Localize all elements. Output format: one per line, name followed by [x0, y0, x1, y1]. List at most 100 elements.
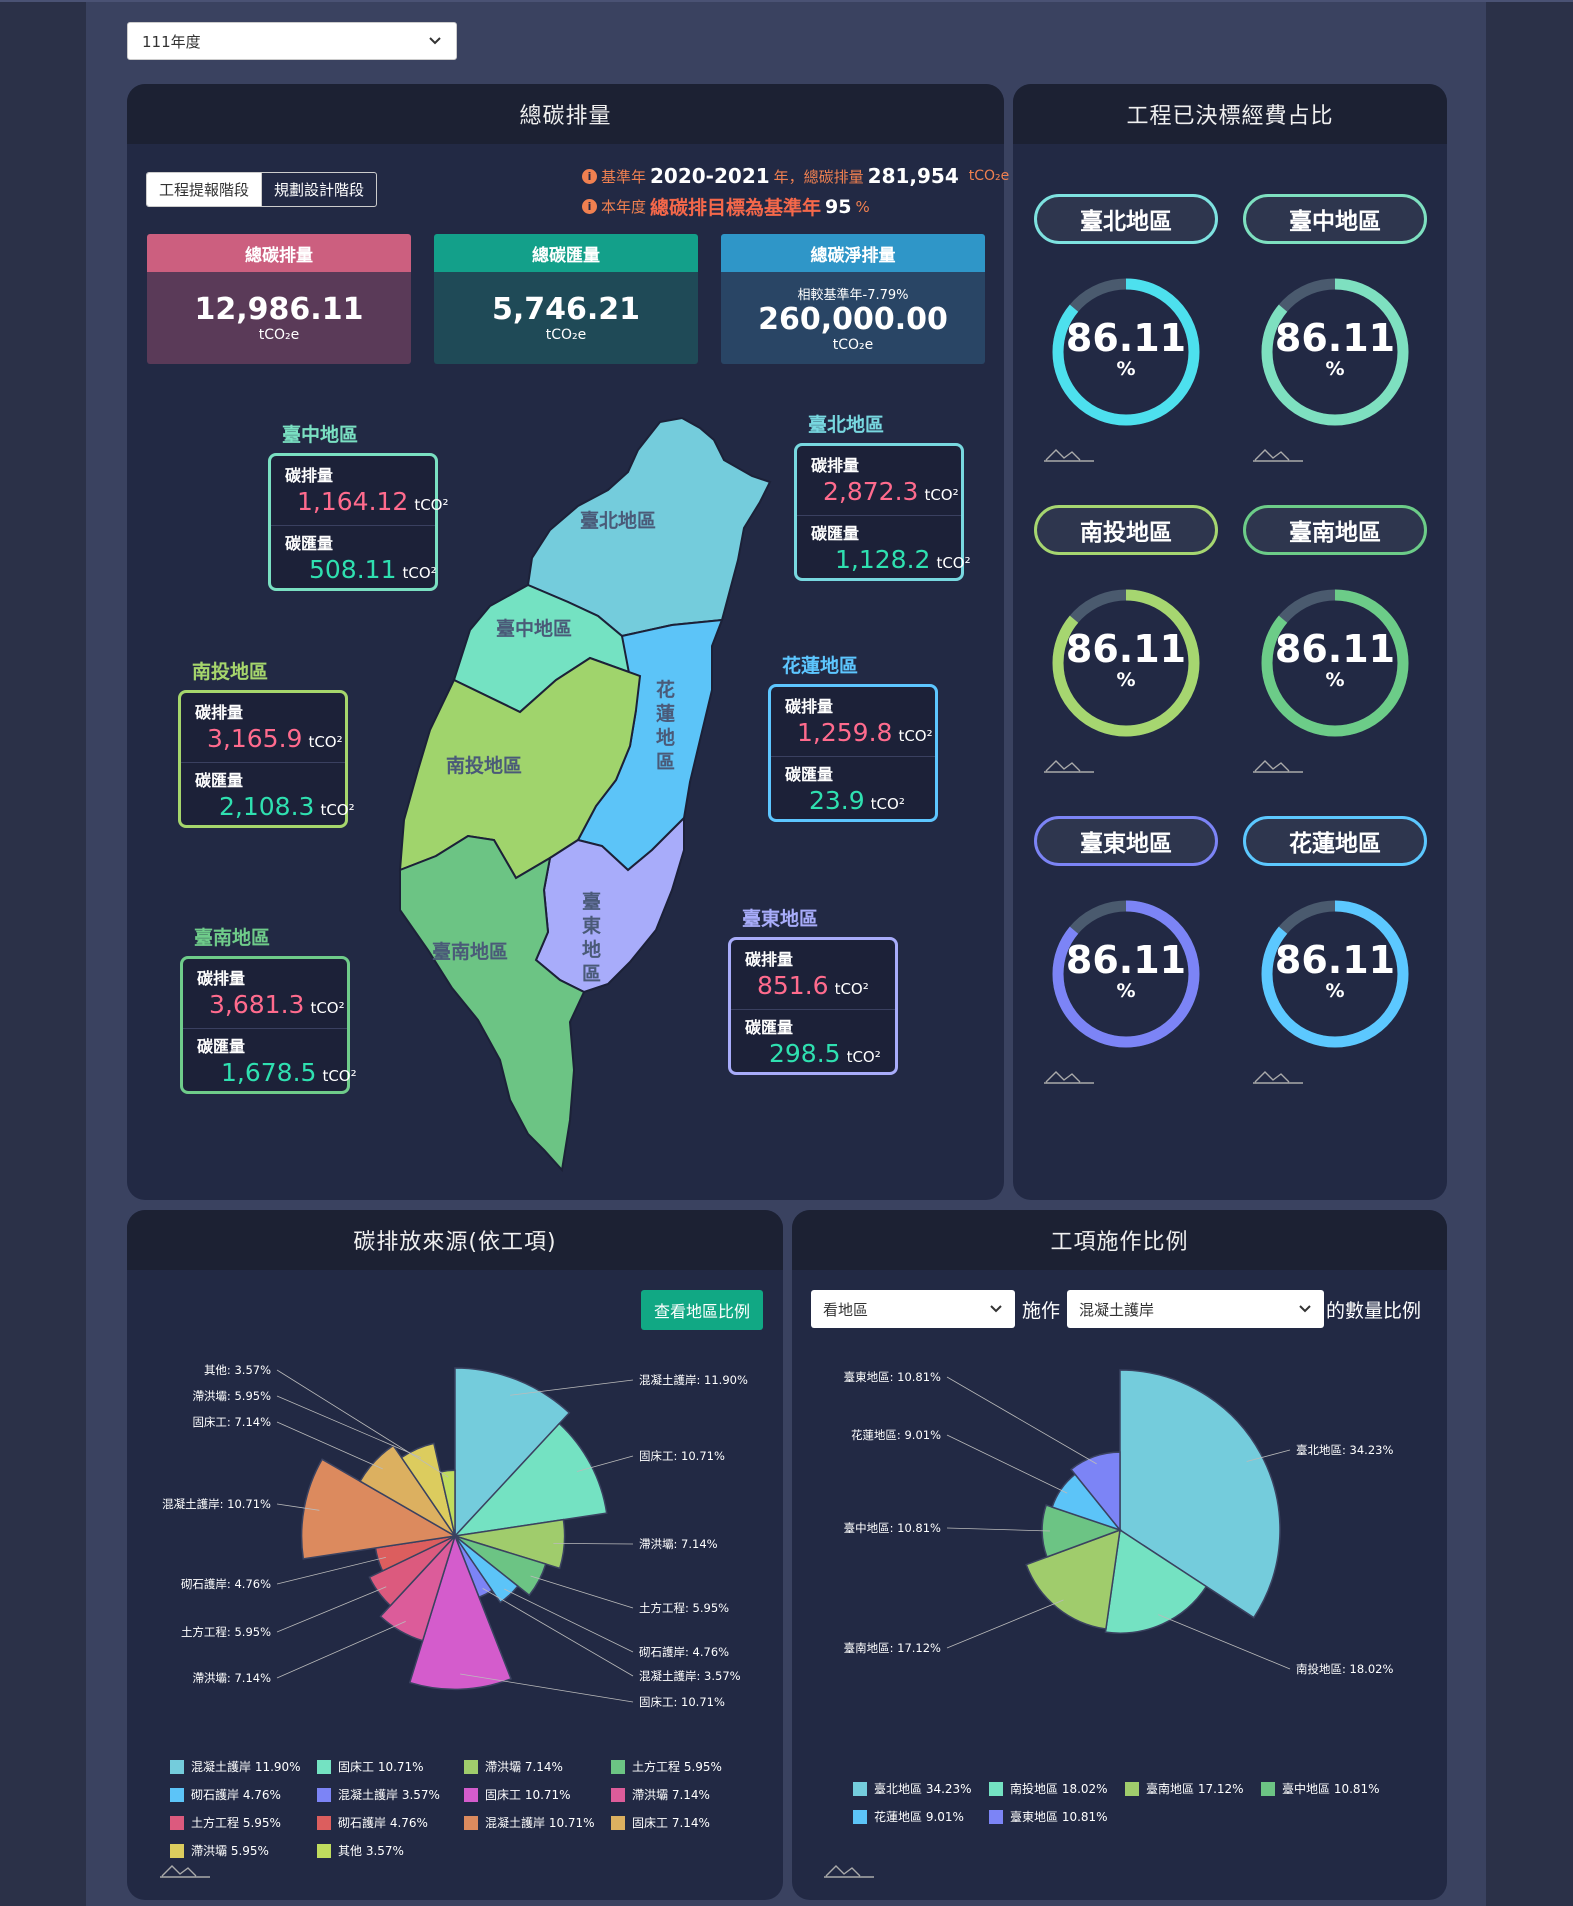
emission-value: 1,259.8 tCO² — [797, 717, 933, 752]
legend-item[interactable]: 臺南地區 17.12% — [1125, 1780, 1244, 1797]
stat-title: 總碳匯量 — [434, 234, 698, 272]
legend-label: 臺中地區 10.81% — [1282, 1782, 1380, 1796]
budget-donut — [1052, 589, 1200, 737]
legend-item[interactable]: 花蓮地區 9.01% — [853, 1808, 964, 1825]
rose-slice[interactable] — [454, 1535, 547, 1597]
label-leader-line — [553, 1542, 634, 1545]
legend-swatch — [317, 1843, 331, 1858]
svg-text:區: 區 — [582, 963, 601, 985]
legend-item[interactable]: 固床工 10.71% — [317, 1758, 424, 1775]
chevron-down-icon — [429, 37, 441, 45]
legend-item[interactable]: 臺東地區 10.81% — [989, 1808, 1108, 1825]
emission-label: 碳排量 — [811, 456, 860, 475]
legend-swatch — [464, 1815, 478, 1830]
region-pill: 臺北地區 — [1034, 194, 1218, 244]
slice-label: 花蓮地區: 9.01% — [851, 1428, 941, 1442]
rose-slice[interactable] — [452, 1422, 608, 1538]
legend-item[interactable]: 固床工 10.71% — [464, 1786, 571, 1803]
donut-value: 86.11 — [1065, 316, 1187, 360]
legend-item[interactable]: 混凝土護岸 11.90% — [170, 1758, 301, 1775]
donut-progress — [1261, 278, 1409, 426]
legend-swatch — [170, 1759, 184, 1774]
chart-download-icon[interactable] — [1253, 757, 1303, 773]
region-stat-4: 臺南地區 碳排量 3,681.3 tCO² 碳匯量 1,678.5 tCO² — [180, 923, 357, 1094]
donut-progress — [1052, 900, 1200, 1048]
rose-slice[interactable] — [454, 1518, 566, 1570]
tab-proposal-stage[interactable]: 工程提報階段 — [147, 173, 262, 206]
sink-number: 508.11 — [309, 555, 397, 584]
map-region-tainan[interactable] — [399, 834, 586, 1173]
region-name: 臺東地區 — [742, 908, 819, 930]
rose-slice[interactable] — [400, 1442, 456, 1537]
region-box: 碳排量 2,872.3 tCO² 碳匯量 1,128.2 tCO² — [794, 443, 971, 581]
legend-swatch — [611, 1759, 625, 1774]
region-name: 臺中地區 — [282, 424, 359, 446]
emission-unit: tCO² — [834, 980, 869, 998]
slice-label: 土方工程: 5.95% — [639, 1601, 729, 1615]
year-select[interactable]: 111年度 — [127, 22, 457, 60]
legend-item[interactable]: 臺中地區 10.81% — [1261, 1780, 1380, 1797]
rose-slice[interactable] — [1070, 1451, 1121, 1533]
chart-download-icon[interactable] — [824, 1862, 874, 1878]
chart-download-icon[interactable] — [1044, 757, 1094, 773]
work-item-select[interactable]: 混凝土護岸 — [1067, 1290, 1324, 1328]
legend-item[interactable]: 混凝土護岸 3.57% — [317, 1786, 440, 1803]
divider — [797, 515, 961, 516]
stat-value: 12,986.11 — [194, 292, 364, 327]
region-stat-5: 臺東地區 碳排量 851.6 tCO² 碳匯量 298.5 tCO² — [728, 904, 898, 1075]
chevron-down-icon — [990, 1305, 1002, 1313]
divider — [771, 756, 935, 757]
sink-label: 碳匯量 — [811, 524, 860, 543]
rose-slice[interactable] — [454, 1367, 571, 1538]
donut-progress — [1052, 589, 1200, 737]
tab-design-stage[interactable]: 規劃設計階段 — [261, 173, 376, 206]
sink-number: 2,108.3 — [219, 792, 315, 821]
chart-download-icon[interactable] — [1044, 1068, 1094, 1084]
sink-value: 508.11 tCO² — [309, 554, 437, 589]
legend-label: 滯洪壩 7.14% — [632, 1788, 710, 1802]
legend-item[interactable]: 臺北地區 34.23% — [853, 1780, 972, 1797]
donut-progress — [1261, 900, 1409, 1048]
chart-download-icon[interactable] — [1044, 446, 1094, 462]
rose-slice[interactable] — [408, 1533, 513, 1691]
emission-number: 3,681.3 — [209, 990, 305, 1019]
legend-item[interactable]: 土方工程 5.95% — [170, 1814, 281, 1831]
legend-item[interactable]: 滯洪壩 7.14% — [611, 1786, 710, 1803]
legend-label: 南投地區 18.02% — [1010, 1782, 1108, 1796]
legend-item[interactable]: 南投地區 18.02% — [989, 1780, 1108, 1797]
sink-value: 2,108.3 tCO² — [219, 791, 355, 826]
rose-slice[interactable] — [1104, 1528, 1208, 1634]
slice-label: 臺北地區: 34.23% — [1296, 1443, 1393, 1457]
rose-slice[interactable] — [1025, 1528, 1121, 1630]
legend-swatch — [170, 1787, 184, 1802]
sink-unit: tCO² — [322, 1067, 357, 1085]
emission-number: 1,164.12 — [297, 487, 409, 516]
rose-slice[interactable] — [454, 1535, 519, 1604]
info-icon: i — [582, 199, 597, 214]
legend-item[interactable]: 其他 3.57% — [317, 1842, 404, 1859]
rose-slice[interactable] — [368, 1535, 456, 1607]
view-region-ratio-button[interactable]: 查看地區比例 — [641, 1290, 764, 1330]
stat-body: 12,986.11 tCO₂e — [147, 272, 411, 364]
legend-label: 滯洪壩 7.14% — [485, 1760, 563, 1774]
legend-item[interactable]: 砌石護岸 4.76% — [170, 1786, 281, 1803]
slice-label: 臺中地區: 10.81% — [844, 1521, 941, 1535]
sink-label: 碳匯量 — [195, 771, 244, 790]
emission-unit: tCO² — [310, 999, 345, 1017]
rose-slice[interactable] — [379, 1535, 456, 1642]
rose-slice[interactable] — [300, 1458, 458, 1560]
legend-item[interactable]: 砌石護岸 4.76% — [317, 1814, 428, 1831]
sink-unit: tCO² — [320, 801, 355, 819]
legend-item[interactable]: 土方工程 5.95% — [611, 1758, 722, 1775]
legend-item[interactable]: 滯洪壩 5.95% — [170, 1842, 269, 1859]
legend-item[interactable]: 固床工 7.14% — [611, 1814, 710, 1831]
baseline-info: i 基準年 2020-2021 年，總碳排量 281,954 tCO₂e — [582, 164, 1009, 188]
label-leader-line — [1246, 1449, 1291, 1462]
chart-download-icon[interactable] — [1253, 446, 1303, 462]
divider — [183, 1028, 347, 1029]
chart-download-icon[interactable] — [160, 1862, 210, 1878]
legend-item[interactable]: 滯洪壩 7.14% — [464, 1758, 563, 1775]
legend-item[interactable]: 混凝土護岸 10.71% — [464, 1814, 595, 1831]
chart-download-icon[interactable] — [1253, 1068, 1303, 1084]
region-select[interactable]: 看地區 — [811, 1290, 1015, 1328]
